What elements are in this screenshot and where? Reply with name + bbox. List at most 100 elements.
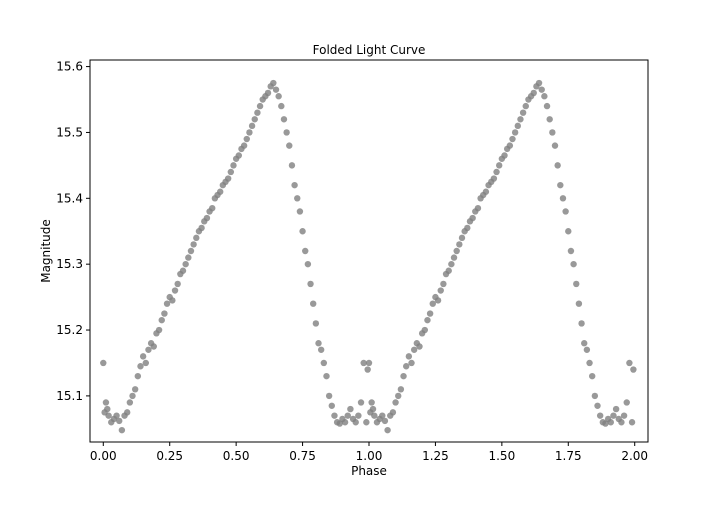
data-point bbox=[161, 310, 168, 317]
data-point bbox=[530, 89, 537, 97]
data-point bbox=[347, 405, 354, 413]
y-tick-label: 15.2 bbox=[56, 323, 83, 337]
data-point bbox=[142, 359, 149, 367]
data-point bbox=[163, 300, 171, 307]
data-point bbox=[179, 267, 187, 274]
x-tick-label: 2.00 bbox=[621, 449, 648, 463]
data-point bbox=[124, 409, 131, 416]
x-tick-label: 1.25 bbox=[422, 449, 449, 463]
data-point bbox=[243, 135, 250, 143]
data-point bbox=[113, 412, 120, 419]
x-axis-label: Phase bbox=[351, 464, 387, 478]
data-point bbox=[424, 316, 431, 324]
data-point bbox=[325, 392, 333, 400]
data-point bbox=[317, 346, 325, 353]
x-tick-label: 0.75 bbox=[289, 449, 316, 463]
data-point bbox=[456, 241, 463, 248]
data-point bbox=[129, 392, 136, 400]
data-point bbox=[517, 116, 524, 123]
y-axis-label: Magnitude bbox=[39, 219, 53, 283]
data-point bbox=[535, 79, 543, 87]
data-point bbox=[246, 129, 253, 136]
data-point bbox=[299, 228, 306, 235]
data-point bbox=[302, 247, 309, 255]
data-point bbox=[557, 181, 564, 189]
data-point bbox=[275, 93, 282, 100]
data-point bbox=[139, 353, 147, 360]
data-point bbox=[440, 280, 447, 288]
data-point bbox=[248, 122, 256, 130]
data-point bbox=[357, 399, 365, 406]
data-point bbox=[240, 142, 248, 149]
data-point bbox=[565, 228, 572, 235]
data-point bbox=[384, 426, 391, 434]
data-point bbox=[551, 142, 559, 149]
data-point bbox=[251, 116, 258, 123]
data-point bbox=[169, 297, 176, 304]
x-tick-label: 0.50 bbox=[223, 449, 250, 463]
data-point bbox=[596, 412, 604, 419]
y-tick-label: 15.5 bbox=[56, 125, 83, 139]
data-point bbox=[105, 412, 112, 419]
data-point bbox=[369, 405, 377, 413]
data-point bbox=[618, 419, 625, 426]
data-point bbox=[307, 280, 314, 288]
data-point bbox=[102, 399, 110, 406]
data-point bbox=[620, 412, 628, 419]
data-point bbox=[426, 310, 434, 317]
data-point bbox=[511, 129, 519, 136]
data-point bbox=[131, 386, 139, 393]
data-point bbox=[145, 346, 152, 353]
data-point bbox=[421, 326, 428, 334]
data-point bbox=[490, 175, 498, 182]
data-point bbox=[174, 280, 181, 288]
x-tick-label: 1.50 bbox=[488, 449, 515, 463]
data-point bbox=[185, 254, 192, 261]
data-point bbox=[474, 204, 482, 212]
data-point bbox=[554, 162, 561, 169]
data-point bbox=[235, 152, 242, 159]
data-point bbox=[458, 234, 466, 242]
data-point bbox=[514, 122, 521, 130]
y-tick-label: 15.3 bbox=[56, 257, 83, 271]
data-point bbox=[589, 372, 596, 380]
data-point bbox=[294, 195, 301, 202]
data-point bbox=[100, 359, 107, 367]
data-point bbox=[126, 399, 134, 406]
data-point bbox=[381, 417, 389, 425]
data-point bbox=[254, 109, 261, 116]
data-point bbox=[623, 399, 630, 406]
data-point bbox=[264, 89, 272, 97]
data-point bbox=[150, 343, 157, 350]
data-point bbox=[304, 260, 312, 268]
data-point bbox=[193, 234, 200, 242]
data-point bbox=[567, 247, 575, 255]
plot-frame bbox=[89, 59, 649, 443]
data-point bbox=[437, 287, 444, 294]
data-point bbox=[482, 188, 490, 195]
data-point bbox=[224, 175, 232, 182]
data-point bbox=[328, 402, 335, 409]
y-tick-label: 15.1 bbox=[56, 389, 83, 403]
data-point bbox=[209, 204, 216, 212]
data-point bbox=[496, 162, 503, 169]
data-point bbox=[368, 399, 375, 406]
y-tick-label: 15.4 bbox=[56, 191, 83, 205]
data-point bbox=[360, 359, 367, 367]
data-point bbox=[522, 102, 529, 110]
data-point bbox=[217, 188, 224, 195]
data-point bbox=[519, 109, 527, 116]
data-point bbox=[364, 366, 371, 373]
data-point bbox=[363, 419, 370, 426]
data-point bbox=[296, 208, 304, 215]
chart-title: Folded Light Curve bbox=[313, 43, 426, 57]
x-tick-label: 0.00 bbox=[90, 449, 117, 463]
data-point bbox=[331, 412, 338, 419]
data-point bbox=[397, 386, 405, 393]
data-point bbox=[591, 392, 599, 400]
data-point bbox=[203, 214, 211, 222]
data-points bbox=[100, 79, 637, 434]
data-point bbox=[392, 399, 399, 406]
x-tick-label: 1.75 bbox=[555, 449, 582, 463]
